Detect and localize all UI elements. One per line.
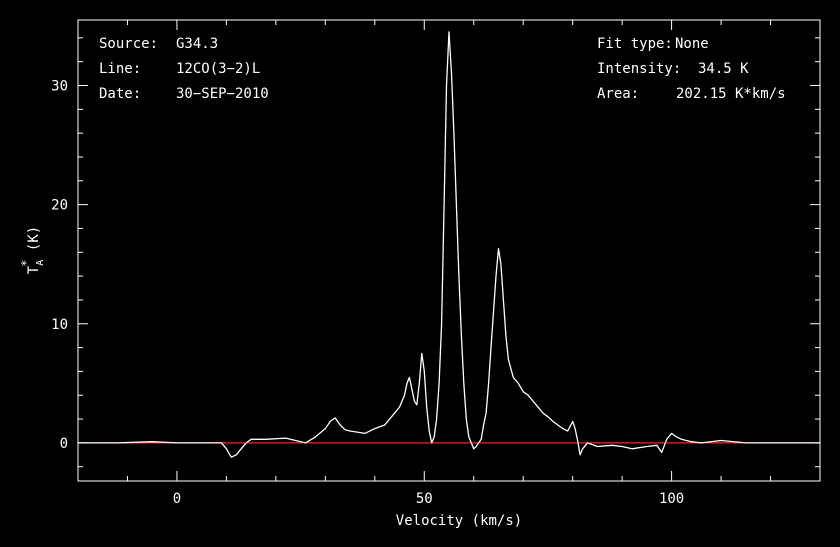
source-value: G34.3 [176, 36, 219, 52]
date-value: 30−SEP−2010 [176, 86, 269, 102]
area-label: Area: [597, 86, 640, 102]
fit-type-label: Fit type: [597, 36, 673, 52]
y-tick-label: 0 [60, 436, 68, 452]
intensity-label: Intensity: [597, 61, 682, 77]
date-label: Date: [99, 86, 142, 102]
spectrum-line [78, 31, 820, 458]
y-tick-label: 30 [51, 79, 68, 95]
x-tick-label: 50 [416, 491, 433, 507]
source-label: Source: [99, 36, 159, 52]
plot-frame [77, 19, 821, 482]
fit-type-value: None [675, 36, 709, 52]
y-axis-label: TA* (K) [19, 226, 46, 274]
x-tick-label: 0 [173, 491, 181, 507]
y-tick-label: 20 [51, 198, 68, 214]
intensity-value: 34.5 K [698, 61, 749, 77]
x-tick-label: 100 [659, 491, 684, 507]
area-value: 202.15 K*km/s [676, 86, 786, 102]
line-label: Line: [99, 61, 142, 77]
line-value: 12CO(3−2)L [176, 61, 261, 77]
y-tick-label: 10 [51, 317, 68, 333]
x-axis-label: Velocity (km/s) [396, 513, 522, 529]
